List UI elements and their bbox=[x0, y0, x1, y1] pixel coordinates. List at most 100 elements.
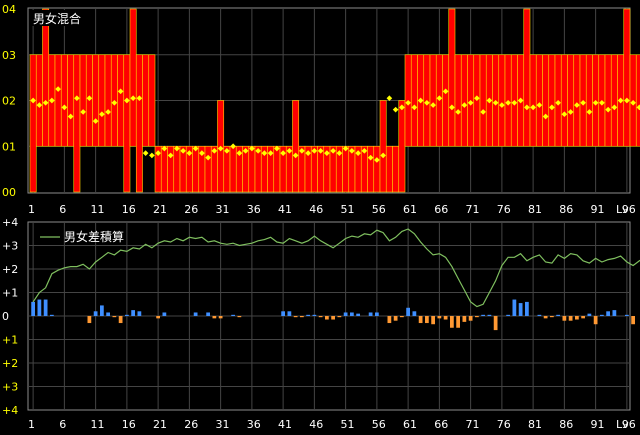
top-marker bbox=[486, 97, 493, 104]
top-marker bbox=[380, 152, 386, 159]
top-bar bbox=[117, 54, 125, 147]
top-x-tick-label: 26 bbox=[184, 203, 198, 216]
top-bar bbox=[392, 145, 400, 193]
bottom-diff-bar bbox=[281, 311, 285, 316]
bottom-diff-bar bbox=[468, 316, 473, 321]
bottom-diff-bar bbox=[506, 314, 510, 316]
top-bar bbox=[92, 54, 100, 147]
top-y-tick-label: 04 bbox=[2, 3, 16, 16]
top-marker bbox=[167, 152, 174, 159]
top-marker bbox=[517, 97, 524, 104]
top-bar bbox=[567, 54, 575, 147]
top-marker bbox=[405, 99, 411, 106]
top-bar bbox=[67, 54, 75, 147]
top-title-bg bbox=[31, 10, 76, 26]
top-marker bbox=[111, 99, 118, 106]
top-bar bbox=[542, 54, 550, 147]
top-marker bbox=[274, 145, 280, 152]
bottom-diff-bar bbox=[393, 316, 398, 321]
top-bar bbox=[373, 145, 381, 193]
top-x-tick-label: 61 bbox=[403, 203, 417, 216]
bottom-diff-bar bbox=[537, 314, 542, 316]
top-marker bbox=[436, 95, 443, 102]
top-bar bbox=[573, 54, 581, 147]
top-marker bbox=[617, 97, 624, 104]
top-y-tick-label: 02 bbox=[2, 95, 16, 108]
top-marker bbox=[180, 147, 186, 154]
top-marker bbox=[211, 147, 218, 154]
bottom-diff-bar bbox=[237, 316, 242, 318]
top-marker bbox=[117, 88, 124, 95]
top-marker bbox=[480, 109, 486, 115]
top-marker bbox=[599, 99, 605, 106]
top-marker bbox=[330, 147, 336, 154]
top-marker bbox=[186, 150, 193, 156]
top-marker bbox=[474, 95, 480, 102]
top-x-tick-label: 6 bbox=[59, 203, 66, 216]
top-marker bbox=[430, 102, 436, 108]
bottom-diff-bar bbox=[125, 314, 129, 316]
bottom-x-tick-label: Lv bbox=[616, 418, 629, 431]
top-marker bbox=[267, 150, 274, 156]
top-marker bbox=[130, 95, 136, 102]
top-marker bbox=[417, 97, 424, 104]
top-bar bbox=[442, 54, 450, 147]
top-bar bbox=[560, 54, 568, 147]
top-bar bbox=[623, 8, 631, 147]
bottom-panel: 男女差積算+4+3+2+10+1+2+3+41 6 11 16 21 26 31 36 41 46… bbox=[2, 216, 640, 431]
bottom-diff-bar bbox=[525, 301, 529, 316]
bottom-diff-bar bbox=[475, 316, 479, 318]
top-bar bbox=[60, 54, 68, 147]
top-x-tick-label: 91 bbox=[591, 203, 605, 216]
bottom-diff-bar bbox=[612, 310, 617, 316]
top-marker bbox=[342, 145, 349, 152]
top-marker bbox=[155, 150, 161, 156]
bottom-diff-bar bbox=[406, 307, 410, 316]
bottom-y-tick-label: +4 bbox=[2, 216, 18, 229]
top-marker bbox=[349, 147, 355, 154]
top-marker bbox=[80, 109, 86, 115]
top-bar bbox=[292, 100, 300, 193]
top-marker bbox=[261, 150, 268, 156]
top-marker bbox=[199, 150, 205, 156]
top-marker bbox=[636, 104, 640, 111]
bottom-diff-bar bbox=[443, 316, 448, 320]
top-bar bbox=[135, 54, 143, 193]
bottom-diff-bar bbox=[368, 312, 373, 316]
top-marker bbox=[367, 154, 374, 161]
bottom-diff-bar bbox=[100, 305, 104, 316]
top-marker bbox=[136, 95, 143, 102]
bottom-x-tick-label: 11 bbox=[91, 418, 105, 431]
top-marker bbox=[230, 143, 236, 150]
bottom-diff-bar bbox=[418, 316, 423, 324]
bottom-diff-bar bbox=[212, 316, 217, 319]
top-marker bbox=[317, 147, 324, 154]
top-marker bbox=[92, 118, 99, 124]
top-bar bbox=[385, 145, 393, 193]
top-x-tick-label: 51 bbox=[341, 203, 355, 216]
bottom-diff-bar bbox=[412, 311, 417, 316]
top-bar bbox=[29, 54, 37, 193]
top-bar bbox=[54, 54, 62, 147]
top-marker bbox=[292, 152, 299, 159]
top-x-tick-label: 86 bbox=[559, 203, 573, 216]
top-y-tick-label: 03 bbox=[2, 49, 16, 62]
top-marker bbox=[592, 99, 599, 106]
top-marker bbox=[467, 99, 474, 106]
top-x-tick-label: 96 bbox=[622, 203, 636, 216]
top-marker bbox=[542, 113, 549, 120]
top-marker bbox=[499, 102, 505, 108]
bottom-diff-bar bbox=[400, 316, 404, 318]
top-marker bbox=[536, 102, 543, 108]
top-bar bbox=[273, 145, 281, 193]
top-marker bbox=[605, 106, 611, 113]
bottom-diff-bar bbox=[306, 314, 310, 316]
bottom-diff-bar bbox=[431, 316, 435, 325]
top-bar bbox=[248, 145, 256, 193]
top-bar bbox=[73, 54, 81, 193]
top-x-tick-label: 16 bbox=[122, 203, 136, 216]
bottom-x-tick-label: 21 bbox=[153, 418, 167, 431]
top-marker bbox=[442, 88, 449, 95]
